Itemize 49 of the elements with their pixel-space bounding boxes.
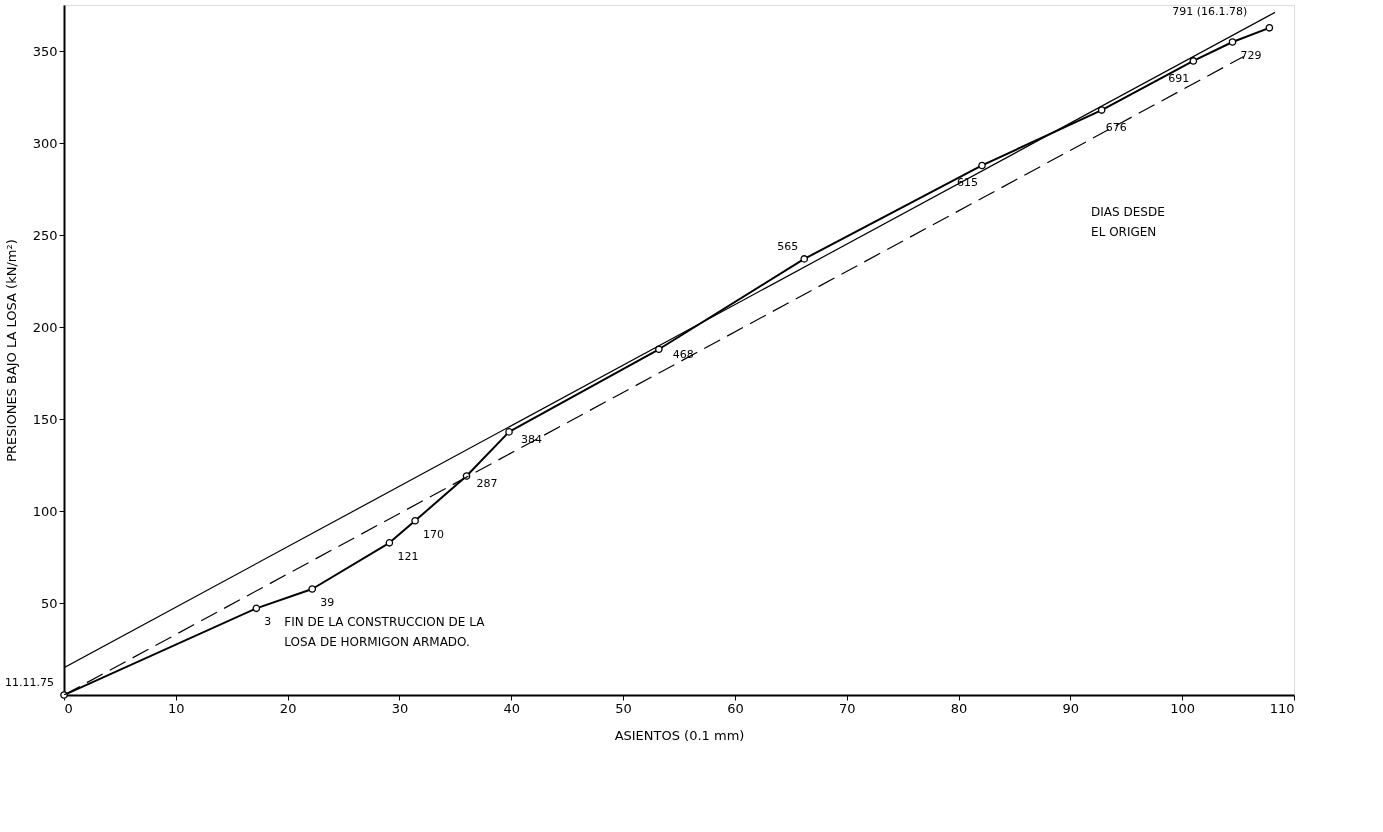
y-tick-label: 350	[32, 43, 58, 59]
x-tick-label: 30	[391, 700, 409, 716]
point	[385, 539, 394, 547]
annotation: FIN DE LA CONSTRUCCION DE LA LOSA DE HORMIGON ARMADO.	[284, 615, 486, 650]
point	[505, 428, 513, 436]
y-axis-title: PRESIONES BAJO LA LOSA (kN/m²)	[3, 239, 19, 462]
annotation: 676	[1105, 121, 1127, 135]
x-tick-label: 90	[1062, 700, 1080, 716]
annotation: 615	[957, 176, 979, 190]
x-tick-label: 110	[1269, 700, 1295, 716]
annotation: 3	[264, 615, 272, 629]
x-tick-label: 70	[838, 700, 856, 716]
annotation: 791 (16.1.78)	[1172, 4, 1248, 18]
y-tick-label: 100	[32, 503, 58, 519]
point	[308, 585, 317, 593]
y-tick-label: 300	[32, 135, 58, 151]
point	[252, 604, 261, 613]
annotation: 39	[320, 596, 335, 610]
point	[1097, 106, 1106, 114]
x-tick-label: 100	[1170, 700, 1196, 716]
point	[800, 255, 809, 263]
point	[1189, 57, 1198, 65]
x-tick-label: 60	[727, 700, 744, 716]
annotation: 287	[476, 477, 498, 491]
x-axis-title: ASIENTOS (0.1 mm)	[614, 727, 745, 743]
y-tick-label: 250	[32, 227, 58, 243]
x-tick-label: 80	[950, 700, 968, 716]
y-tick-label: 150	[32, 411, 58, 427]
annotation: 565	[777, 239, 799, 253]
point	[978, 161, 986, 170]
x-tick-label: 0	[64, 700, 73, 716]
x-tick-label: 40	[503, 700, 521, 716]
annotation: 691	[1168, 71, 1190, 85]
x-tick-label: 10	[168, 700, 185, 716]
point	[655, 345, 663, 354]
annotation: DIAS DESDE EL ORIGEN	[1091, 205, 1165, 239]
point	[1265, 24, 1274, 32]
annotation: 170	[423, 527, 445, 541]
point	[411, 516, 419, 525]
annotation: 11.11.75	[5, 676, 54, 689]
point	[1228, 38, 1237, 46]
x-tick-label: 50	[615, 700, 632, 716]
y-tick-label: 50	[40, 595, 58, 611]
annotation: 384	[521, 432, 543, 446]
x-tick-label: 20	[279, 700, 297, 716]
annotation: 729	[1240, 48, 1262, 62]
annotation: 468	[672, 348, 694, 362]
annotation: 121	[397, 549, 419, 563]
y-tick-label: 200	[32, 319, 58, 335]
